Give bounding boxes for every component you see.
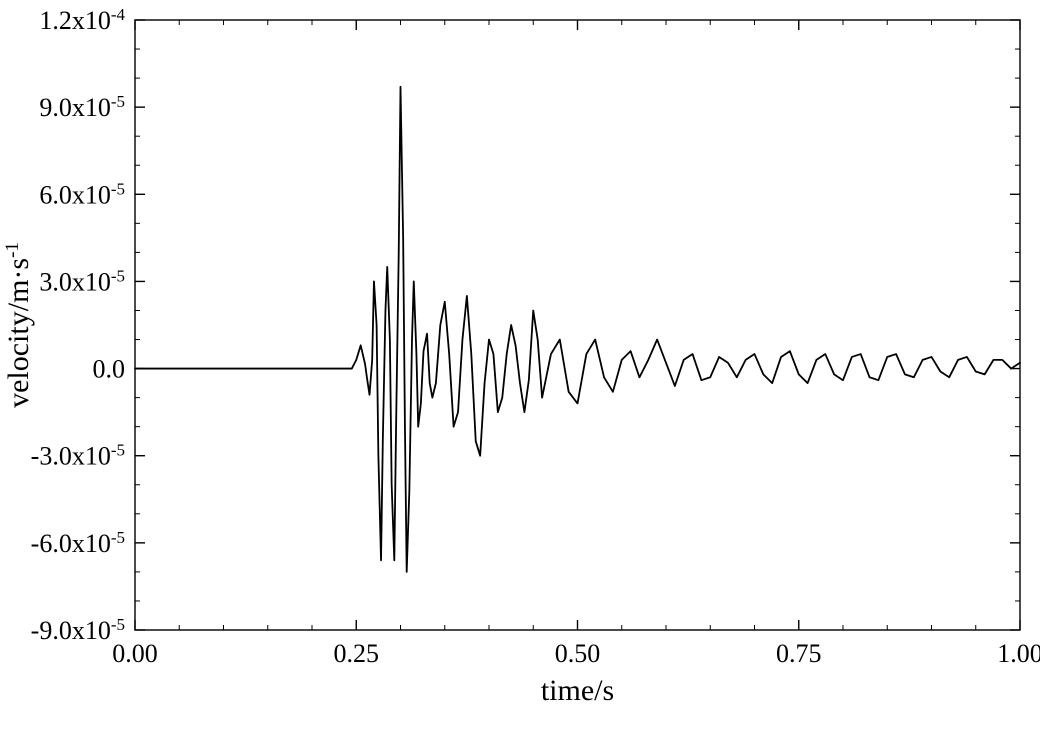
velocity-series-line [135,87,1020,572]
x-tick-label: 0.50 [555,639,601,668]
velocity-chart: 0.00 0.25 0.50 0.75 1.00 -9.0x10-5 -6.0x10-5 -3… [0,0,1040,735]
x-tick-label: 0.75 [776,639,822,668]
x-axis-label: time/s [541,674,614,707]
y-axis-label: velocity/m·s-1 [2,242,36,408]
y-tick-label: 9.0x10-5 [39,92,125,123]
y-tick-label: 1.2x10-4 [39,5,125,36]
y-tick-label: 3.0x10-5 [39,266,125,297]
chart-canvas: 0.00 0.25 0.50 0.75 1.00 -9.0x10-5 -6.0x10-5 -3… [0,0,1040,735]
y-tick-label: 0.0 [93,355,126,384]
x-tick-label: 1.00 [997,639,1040,668]
y-tick-label: -9.0x10-5 [31,615,125,646]
y-tick-label: -6.0x10-5 [31,527,125,558]
x-tick-label: 0.00 [112,639,158,668]
x-tick-label: 0.25 [334,639,380,668]
y-tick-label: 6.0x10-5 [39,179,125,210]
y-tick-label: -3.0x10-5 [31,440,125,471]
